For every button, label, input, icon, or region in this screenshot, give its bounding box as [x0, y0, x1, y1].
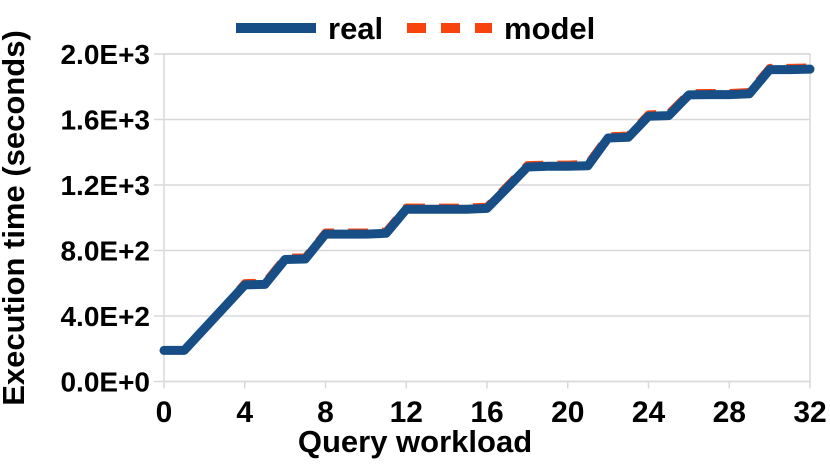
x-tick-label: 32	[793, 396, 826, 429]
plot-frame	[163, 53, 811, 383]
legend-label-real: real	[328, 11, 383, 46]
x-tick-label: 24	[632, 396, 666, 429]
y-tick-label: 1.6E+3	[60, 105, 150, 136]
legend-label-model: model	[504, 11, 595, 46]
y-tick-label: 1.2E+3	[60, 170, 150, 201]
x-tick-label: 16	[470, 396, 503, 429]
tick-labels: 0.0E+0 4.0E+2 8.0E+2 1.2E+3 1.6E+3 2.0E+3 0 4 8 1…	[60, 39, 826, 429]
x-tick-label: 4	[236, 396, 253, 429]
y-tick-label: 8.0E+2	[60, 236, 150, 267]
y-axis-title: Execution time (seconds)	[0, 30, 31, 406]
gridlines	[164, 53, 810, 383]
x-tick-label: 20	[551, 396, 584, 429]
x-tick-label: 0	[156, 396, 173, 429]
series-real-line	[159, 64, 815, 355]
x-tick-label: 28	[713, 396, 746, 429]
y-tick-label: 4.0E+2	[60, 301, 150, 332]
legend: real model	[236, 11, 595, 46]
series-lines	[159, 63, 815, 355]
y-tick-label: 0.0E+0	[60, 367, 150, 398]
tick-marks	[154, 53, 811, 389]
x-tick-label: 8	[317, 396, 334, 429]
x-tick-label: 12	[390, 396, 423, 429]
y-tick-label: 2.0E+3	[60, 39, 150, 70]
x-axis-title: Query workload	[298, 424, 532, 459]
